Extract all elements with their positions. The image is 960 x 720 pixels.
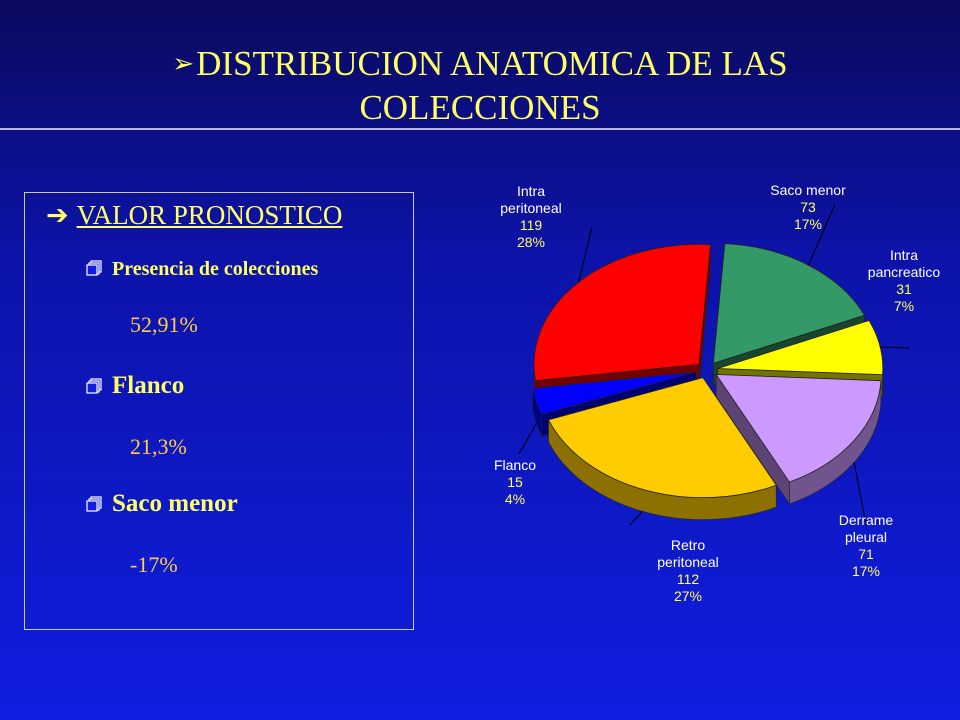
pie-label-percent: 17% [794, 216, 822, 232]
value-presencia: 52,91% [130, 312, 198, 337]
title-line-1: ➢DISTRIBUCION ANATOMICA DE LAS [172, 44, 788, 83]
slide-title: ➢DISTRIBUCION ANATOMICA DE LAS COLECCION… [0, 42, 960, 130]
pie-slice-flanco [532, 371, 697, 415]
pie-label-line1: Intra [517, 183, 545, 199]
pie-label-line1: Intra [890, 247, 918, 263]
pie-slice-intra-peritoneal [533, 243, 711, 381]
pie-label-line2: pleural [845, 529, 887, 545]
pie-label-percent: 17% [852, 563, 880, 579]
book-bullet-icon [86, 378, 102, 394]
pie-label-line2: pancreatico [868, 264, 941, 280]
value-flanco: 21,3% [130, 434, 187, 459]
pie-leader-line [808, 203, 836, 266]
pie-slice-retro-peritoneal [547, 377, 777, 499]
panel-heading: ➔ VALOR PRONOSTICO [46, 200, 343, 230]
pie-label-line2: peritoneal [500, 200, 562, 216]
pie-label-value: 15 [507, 474, 523, 490]
item-flanco: Flanco [86, 372, 184, 400]
pie-label-line1: Derrame [839, 512, 894, 528]
pie-leader-line [629, 510, 643, 526]
pie-slice-intra-pancreatico [717, 320, 884, 376]
pie-label-line1: Flanco [494, 457, 536, 473]
pie-label-percent: 27% [674, 588, 702, 604]
pie-leader-line [880, 346, 911, 349]
item-saco-menor: Saco menor [86, 490, 238, 518]
pie-leader-line [518, 423, 537, 455]
item-presencia: Presencia de colecciones [86, 258, 318, 281]
pie-label-percent: 7% [894, 298, 914, 314]
book-bullet-icon [86, 260, 102, 276]
value-saco-menor: -17% [130, 552, 178, 577]
pie-label-value: 71 [858, 546, 874, 562]
right-arrow-icon: ➔ [46, 200, 69, 230]
pie-label-value: 119 [520, 217, 543, 233]
book-bullet-icon [86, 496, 102, 512]
pie-label-percent: 4% [505, 491, 525, 507]
pie-label-value: 73 [800, 199, 816, 215]
pie-slice-saco-menor [712, 243, 866, 364]
pie-label-value: 112 [677, 571, 700, 587]
pie-leader-line [578, 226, 593, 283]
pie-slice-derrame-pleural [715, 374, 882, 483]
pie-label-line2: peritoneal [657, 554, 719, 570]
pie-leader-line [853, 462, 867, 526]
arrow-bullet-icon: ➢ [172, 49, 195, 78]
pie-label-line1: Saco menor [770, 182, 846, 198]
prognostic-panel [24, 192, 414, 630]
pie-label-value: 31 [896, 281, 912, 297]
pie-label-line1: Retro [671, 537, 705, 553]
title-line-2: COLECCIONES [359, 88, 601, 127]
pie-label-percent: 28% [517, 234, 545, 250]
title-divider [0, 128, 960, 130]
